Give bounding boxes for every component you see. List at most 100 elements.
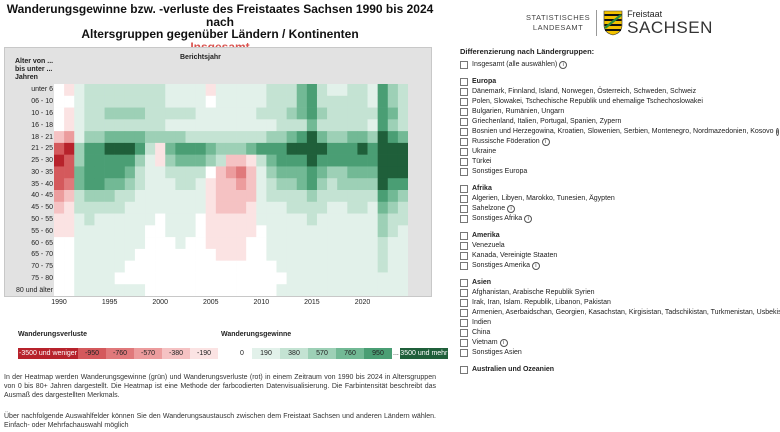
heatmap-cell[interactable] xyxy=(94,201,105,214)
heatmap-cell[interactable] xyxy=(124,154,136,167)
heatmap-cell[interactable] xyxy=(134,237,146,250)
heatmap-cell[interactable] xyxy=(256,107,267,120)
heatmap-cell[interactable] xyxy=(74,131,85,144)
heatmap-cell[interactable] xyxy=(205,84,217,97)
heatmap-cell[interactable] xyxy=(114,237,126,250)
heatmap-cell[interactable] xyxy=(145,260,156,273)
heatmap-cell[interactable] xyxy=(104,272,115,285)
filter-group-checkbox[interactable]: Afrika xyxy=(460,184,778,194)
heatmap-cell[interactable] xyxy=(266,154,277,167)
heatmap-cell[interactable] xyxy=(215,107,227,120)
heatmap-cell[interactable] xyxy=(286,95,298,108)
heatmap-cell[interactable] xyxy=(286,225,298,238)
heatmap-cell[interactable] xyxy=(387,248,399,261)
heatmap-cell[interactable] xyxy=(185,284,196,296)
heatmap-cell[interactable] xyxy=(104,248,115,261)
heatmap-cell[interactable] xyxy=(104,166,115,179)
heatmap-cell[interactable] xyxy=(296,213,308,226)
heatmap-cell[interactable] xyxy=(387,190,399,203)
heatmap-cell[interactable] xyxy=(306,107,318,120)
heatmap-cell[interactable] xyxy=(316,190,328,203)
heatmap-cell[interactable] xyxy=(327,95,338,108)
filter-item-checkbox[interactable]: Türkei xyxy=(460,157,778,167)
heatmap-cell[interactable] xyxy=(377,260,389,273)
heatmap-cell[interactable] xyxy=(185,119,196,132)
heatmap-cell[interactable] xyxy=(155,178,166,191)
heatmap-cell[interactable] xyxy=(185,178,196,191)
heatmap-cell[interactable] xyxy=(357,178,368,191)
heatmap-cell[interactable] xyxy=(54,84,65,97)
heatmap-cell[interactable] xyxy=(246,84,257,97)
heatmap-cell[interactable] xyxy=(367,131,378,144)
heatmap-cell[interactable] xyxy=(316,284,328,296)
heatmap-cell[interactable] xyxy=(236,107,247,120)
heatmap-cell[interactable] xyxy=(114,119,126,132)
heatmap-cell[interactable] xyxy=(367,178,378,191)
heatmap-cell[interactable] xyxy=(215,190,227,203)
heatmap-cell[interactable] xyxy=(276,131,287,144)
heatmap-cell[interactable] xyxy=(337,237,348,250)
heatmap-cell[interactable] xyxy=(357,213,368,226)
heatmap-cell[interactable] xyxy=(225,201,237,214)
heatmap-cell[interactable] xyxy=(175,225,186,238)
heatmap-cell[interactable] xyxy=(397,190,408,203)
heatmap-cell[interactable] xyxy=(377,213,389,226)
heatmap-cell[interactable] xyxy=(74,142,85,155)
heatmap-cell[interactable] xyxy=(316,131,328,144)
heatmap-cell[interactable] xyxy=(266,178,277,191)
heatmap-cell[interactable] xyxy=(306,213,318,226)
heatmap-cell[interactable] xyxy=(124,142,136,155)
heatmap-cell[interactable] xyxy=(276,260,287,273)
heatmap-cell[interactable] xyxy=(94,260,105,273)
heatmap-cell[interactable] xyxy=(367,95,378,108)
checkbox[interactable] xyxy=(460,319,468,327)
filter-item-checkbox[interactable]: Irak, Iran, Islam. Republik, Libanon, Pa… xyxy=(460,298,778,308)
heatmap-cell[interactable] xyxy=(327,131,338,144)
heatmap-cell[interactable] xyxy=(64,284,75,296)
heatmap-cell[interactable] xyxy=(367,190,378,203)
heatmap-cell[interactable] xyxy=(256,260,267,273)
filter-item-checkbox[interactable]: Griechenland, Italien, Portugal, Spanien… xyxy=(460,117,778,127)
heatmap-cell[interactable] xyxy=(327,201,338,214)
heatmap-cell[interactable] xyxy=(306,154,318,167)
heatmap-cell[interactable] xyxy=(165,213,176,226)
heatmap-cell[interactable] xyxy=(64,225,75,238)
heatmap-cell[interactable] xyxy=(367,107,378,120)
heatmap-cell[interactable] xyxy=(327,213,338,226)
heatmap-cell[interactable] xyxy=(165,272,176,285)
heatmap-cell[interactable] xyxy=(94,272,105,285)
heatmap-cell[interactable] xyxy=(104,95,115,108)
heatmap-cell[interactable] xyxy=(74,95,85,108)
heatmap-cell[interactable] xyxy=(74,237,85,250)
heatmap-cell[interactable] xyxy=(246,142,257,155)
checkbox[interactable] xyxy=(460,78,468,86)
heatmap-cell[interactable] xyxy=(195,119,207,132)
heatmap-cell[interactable] xyxy=(246,260,257,273)
heatmap-cell[interactable] xyxy=(256,166,267,179)
filter-group-checkbox[interactable]: Asien xyxy=(460,278,778,288)
heatmap-cell[interactable] xyxy=(357,225,368,238)
heatmap-cell[interactable] xyxy=(357,284,368,296)
heatmap-cell[interactable] xyxy=(155,119,166,132)
heatmap-cell[interactable] xyxy=(266,190,277,203)
heatmap-cell[interactable] xyxy=(347,95,358,108)
heatmap-cell[interactable] xyxy=(327,190,338,203)
heatmap-cell[interactable] xyxy=(185,272,196,285)
heatmap-cell[interactable] xyxy=(185,237,196,250)
heatmap-cell[interactable] xyxy=(387,95,399,108)
heatmap-cell[interactable] xyxy=(276,84,287,97)
heatmap-cell[interactable] xyxy=(165,190,176,203)
heatmap-cell[interactable] xyxy=(327,284,338,296)
heatmap-cell[interactable] xyxy=(145,284,156,296)
info-icon[interactable]: i xyxy=(507,205,516,213)
heatmap-cell[interactable] xyxy=(124,131,136,144)
heatmap-cell[interactable] xyxy=(357,107,368,120)
heatmap-cell[interactable] xyxy=(286,154,298,167)
heatmap-cell[interactable] xyxy=(134,119,146,132)
heatmap-cell[interactable] xyxy=(225,248,237,261)
heatmap-cell[interactable] xyxy=(215,154,227,167)
heatmap-cell[interactable] xyxy=(276,190,287,203)
heatmap-cell[interactable] xyxy=(286,284,298,296)
heatmap-cell[interactable] xyxy=(54,272,65,285)
heatmap-cell[interactable] xyxy=(367,237,378,250)
